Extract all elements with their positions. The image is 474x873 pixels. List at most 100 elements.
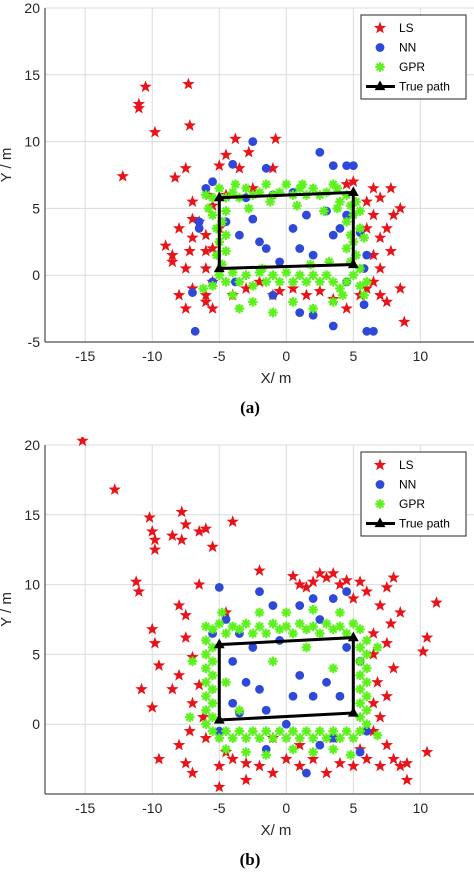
point-ls [213,780,226,793]
point-gpr [207,656,218,667]
point-ls [76,437,89,447]
point-gpr-stroke [359,291,369,300]
point-nn [302,210,311,220]
point-gpr [227,733,238,743]
point-nn [315,147,325,157]
point-gpr [348,618,359,629]
point-ls [148,543,162,555]
point-gpr [221,677,231,688]
point-gpr-stroke [315,629,325,638]
point-gpr-stroke [373,731,382,740]
point-gpr [261,726,272,736]
point-nn [190,326,200,336]
point-gpr-stroke [282,733,291,743]
point-gpr-stroke [308,733,318,743]
point-gpr [294,270,305,280]
point-gpr [201,635,211,646]
point-gpr-stroke [241,619,251,628]
point-gpr [341,216,352,227]
point-gpr [355,624,365,635]
point-ls [360,221,373,234]
point-gpr [247,297,258,307]
point-gpr [234,705,245,716]
point-gpr-stroke [295,271,304,280]
point-gpr-stroke [221,727,231,736]
point-gpr [207,712,218,723]
point-gpr [361,635,372,646]
point-gpr [288,628,298,639]
point-gpr-stroke [349,733,358,743]
point-gpr [328,726,339,736]
point-gpr [355,206,365,216]
point-gpr [254,607,265,618]
point-gpr-stroke [201,692,211,701]
point-gpr-stroke [282,268,291,277]
point-gpr-stroke [217,608,227,617]
point-gpr [247,281,258,291]
point-ls [420,631,434,643]
point-nn [322,677,331,687]
point-gpr-stroke [315,727,325,736]
point-gpr-stroke [221,230,231,240]
legend-label: GPR [399,60,425,74]
point-gpr-stroke [295,619,304,628]
point-gpr-stroke [282,608,291,617]
series-gpr [184,604,383,760]
point-ls [313,284,327,297]
point-gpr-stroke [231,180,240,189]
point-ls [360,282,373,294]
point-gpr [234,277,245,287]
point-ls [384,617,398,629]
point-gpr [348,733,359,743]
point-gpr-stroke [215,619,224,628]
legend-item-nn: NN [375,41,416,55]
legend-label: NN [399,478,416,492]
point-gpr [337,290,348,301]
point-ls [148,125,162,138]
series-nn [208,582,372,778]
point-gpr [288,726,298,736]
point-gpr [221,246,231,256]
point-gpr [243,203,254,214]
point-ls [213,759,226,772]
point-gpr-stroke [201,636,211,645]
y-tick-label: 0 [32,267,40,283]
point-gpr [321,733,332,743]
point-gpr-stroke [235,625,244,634]
point-gpr-stroke [255,622,264,631]
point-gpr-stroke [248,629,257,638]
point-ls [273,284,286,297]
point-nn [362,726,372,736]
legend-item-ls: LS [373,21,414,35]
y-tick-label: 15 [24,507,40,523]
point-nn [308,691,318,701]
point-gpr [201,649,211,660]
point-ls [166,248,179,261]
point-ls [380,295,394,308]
legend-item-nn: NN [375,478,416,492]
x-tick-label: 0 [282,800,290,816]
point-gpr-stroke [221,678,231,687]
point-gpr [328,744,339,755]
point-ls [416,645,430,657]
point-nn [234,230,244,240]
point-gpr [281,733,292,743]
x-tick-label: -10 [142,800,162,816]
legend-swatch [375,480,385,489]
point-gpr-stroke [322,733,331,743]
point-nn [348,161,358,171]
legend-swatch [375,43,385,52]
true-path-vertex [347,707,359,717]
point-gpr-stroke [208,281,217,291]
point-gpr-stroke [329,180,338,189]
point-gpr [221,206,231,216]
point-ls [347,175,360,187]
point-gpr [321,270,332,280]
point-gpr [254,733,265,743]
point-ls [367,275,380,288]
point-gpr [308,747,318,757]
point-gpr [201,691,211,702]
x-tick-label: 5 [349,800,357,816]
point-gpr [221,726,231,736]
point-ls [367,248,380,261]
